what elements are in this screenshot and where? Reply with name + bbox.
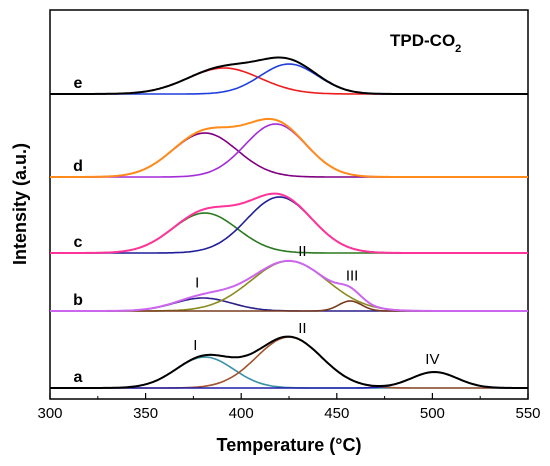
curve-b-component-2 (50, 300, 528, 312)
panel-label-c: c (74, 234, 83, 251)
x-tick-label-300: 300 (37, 405, 62, 422)
curve-a-envelope (50, 335, 528, 389)
curve-c-component-0 (50, 212, 528, 254)
curve-b-envelope (50, 259, 528, 312)
plot-frame (49, 9, 529, 400)
curve-a-component-2 (50, 371, 528, 389)
peak-label-b-0: I (195, 274, 199, 291)
curve-c-component-1 (50, 196, 528, 254)
curve-e-envelope (50, 56, 528, 95)
panel-label-d: d (73, 158, 83, 175)
curve-e-component-0 (50, 67, 528, 95)
curve-a-component-1 (50, 336, 528, 389)
x-axis-label: Temperature (°C) (217, 435, 362, 455)
panel-label-a: a (74, 369, 83, 386)
curve-d-envelope (50, 117, 528, 178)
curve-a-component-0 (50, 356, 528, 389)
x-axis: 300 350 400 450 500 550 (37, 393, 541, 422)
curves-layer (50, 56, 528, 389)
x-tick-label-400: 400 (229, 405, 254, 422)
peak-label-a-2: IV (425, 351, 439, 368)
curve-c-envelope (50, 192, 528, 254)
curve-b-component-1 (50, 260, 528, 312)
curve-b-component-0 (50, 297, 528, 312)
curve-d-component-0 (50, 132, 528, 178)
x-tick-label-450: 450 (324, 405, 349, 422)
chart-title-main: TPD-CO (390, 31, 455, 50)
peak-label-b-2: III (346, 267, 359, 284)
panel-label-b: b (73, 292, 83, 309)
x-tick-label-500: 500 (420, 405, 445, 422)
chart-title: TPD-CO2 (390, 31, 461, 55)
panel-label-e: e (74, 75, 83, 92)
y-axis-label: Intensity (a.u.) (10, 143, 30, 265)
chart-title-subscript: 2 (455, 43, 461, 55)
curve-d-component-1 (50, 123, 528, 178)
peak-label-a-1: II (298, 320, 306, 337)
x-tick-label-550: 550 (515, 405, 540, 422)
peak-label-b-1: II (298, 243, 306, 260)
x-tick-label-350: 350 (133, 405, 158, 422)
peak-label-a-0: I (193, 337, 197, 354)
